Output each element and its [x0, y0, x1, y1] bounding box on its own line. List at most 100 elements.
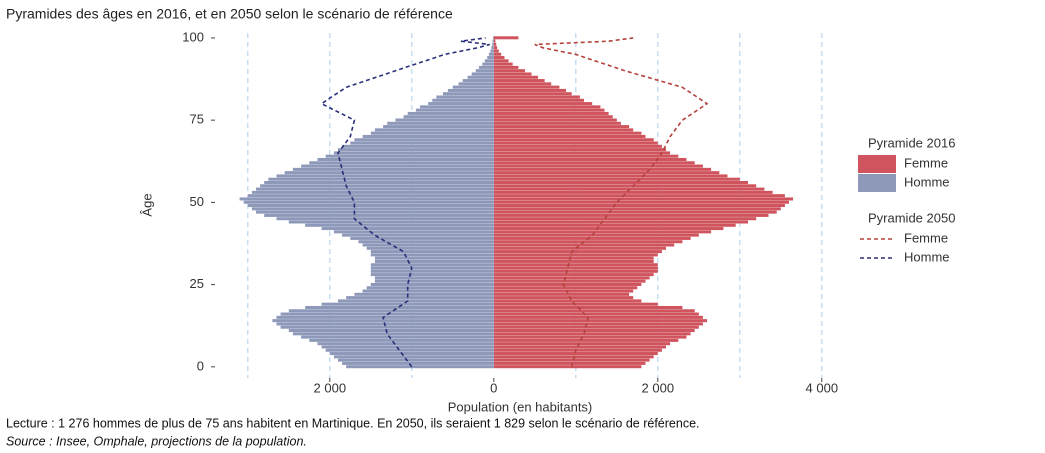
bar [493, 315, 703, 319]
bar [317, 157, 494, 162]
bar [493, 164, 703, 168]
bar [370, 266, 494, 270]
bar [333, 151, 494, 155]
bar [288, 328, 494, 333]
bar [493, 118, 617, 122]
bar [493, 236, 691, 240]
bar [493, 279, 646, 283]
bar [493, 289, 634, 293]
bar [493, 213, 769, 217]
x-tick-label: 4 000 [806, 380, 839, 395]
bar [321, 345, 494, 349]
bar [493, 269, 658, 273]
bar [493, 131, 642, 135]
bar [370, 263, 494, 267]
bar [493, 39, 496, 43]
reading-note: Lecture : 1 276 hommes de plus de 75 ans… [6, 416, 700, 430]
bar [493, 151, 671, 155]
bar [493, 42, 497, 46]
bar [482, 62, 494, 66]
bar [264, 180, 494, 185]
bar [493, 210, 777, 214]
bar [493, 174, 728, 178]
y-tick-label: 50 [190, 194, 204, 209]
bar [493, 85, 560, 89]
bar [493, 148, 666, 152]
x-tick-label: 2 000 [642, 380, 675, 395]
bar [493, 276, 650, 280]
bar [492, 39, 494, 43]
x-tick-label: 2 000 [314, 380, 347, 395]
bar [354, 292, 494, 296]
bar [366, 286, 494, 290]
bar [338, 148, 494, 152]
bar [493, 204, 785, 208]
bar [493, 256, 654, 260]
bar [493, 72, 532, 76]
bar [493, 75, 539, 79]
bar [374, 128, 494, 132]
bar [239, 197, 494, 201]
bar [493, 246, 666, 250]
bar [325, 154, 494, 158]
bar [493, 65, 519, 69]
bar [475, 69, 494, 73]
bar [493, 227, 724, 231]
bar [366, 246, 494, 250]
bar [292, 332, 494, 336]
bar [436, 95, 494, 99]
legend-title: Pyramide 2050 [868, 210, 955, 225]
bar [493, 233, 699, 237]
bar [493, 134, 646, 138]
bar [493, 253, 658, 257]
bar [493, 157, 687, 162]
y-tick-label: 0 [197, 358, 204, 373]
bar [395, 118, 494, 122]
bar [256, 187, 494, 191]
bar [362, 243, 494, 247]
bar [493, 79, 545, 83]
bar [493, 161, 695, 165]
bar [493, 141, 658, 145]
bar [370, 131, 494, 135]
bar [493, 292, 630, 296]
bar [493, 171, 720, 175]
bar [370, 269, 494, 273]
bar [493, 207, 781, 211]
bar [493, 223, 736, 227]
bar [247, 204, 494, 208]
bar [492, 42, 494, 46]
bar [333, 230, 494, 234]
bar [374, 259, 494, 263]
bar [493, 200, 789, 204]
bar [493, 154, 679, 158]
bar [251, 207, 494, 211]
bar [493, 190, 773, 194]
bar [493, 335, 687, 339]
bar [490, 49, 494, 53]
bar [493, 36, 519, 40]
bar [493, 365, 642, 369]
bar [493, 273, 654, 277]
bar [260, 184, 494, 188]
bar [493, 88, 566, 92]
bar [493, 108, 605, 112]
bar [251, 190, 494, 194]
bar [321, 302, 494, 306]
bar [493, 342, 671, 346]
bar [493, 348, 662, 352]
bar [493, 312, 699, 316]
source-note: Source : Insee, Omphale, projections de … [6, 434, 307, 448]
bar [493, 361, 646, 365]
bar [493, 95, 580, 99]
bar [493, 243, 675, 247]
legend-title: Pyramide 2016 [868, 135, 955, 150]
bar [493, 286, 638, 290]
bar [292, 167, 494, 171]
bar [493, 296, 634, 300]
bar [493, 125, 630, 129]
bar [442, 92, 494, 96]
bar [493, 144, 662, 148]
bar [493, 167, 712, 171]
